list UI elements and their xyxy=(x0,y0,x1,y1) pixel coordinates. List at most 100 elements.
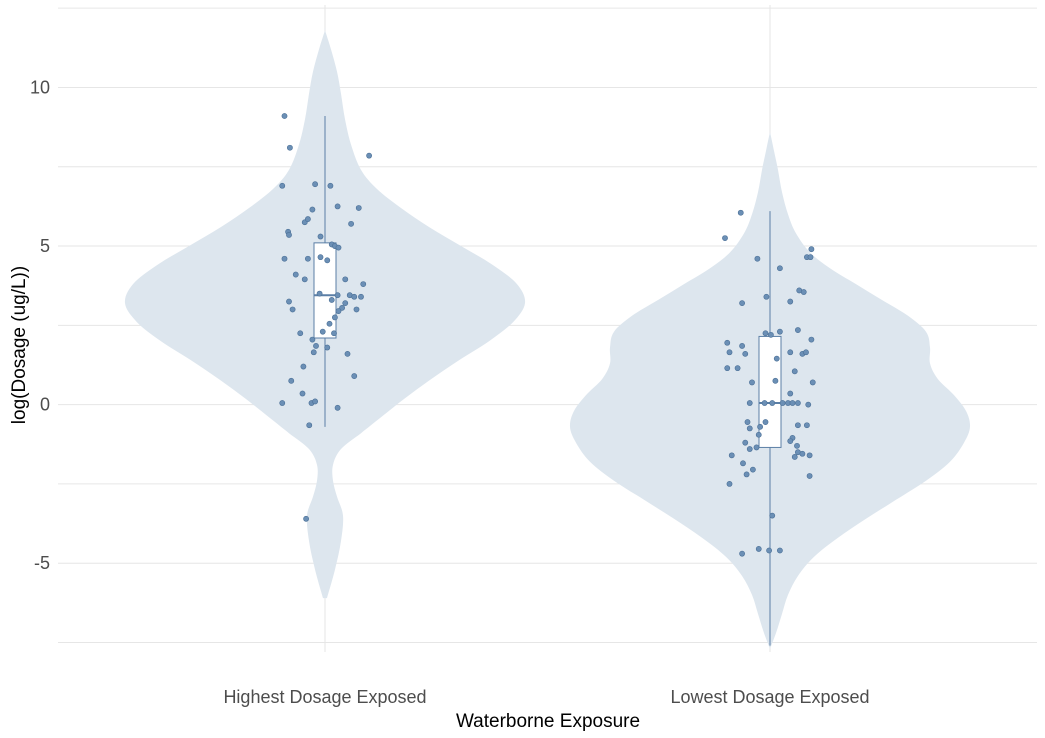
data-point xyxy=(324,344,331,351)
data-point xyxy=(799,450,806,457)
data-point xyxy=(800,289,807,295)
data-point xyxy=(787,390,794,397)
data-point xyxy=(309,206,316,213)
data-point xyxy=(726,349,733,356)
data-point xyxy=(795,327,801,333)
data-point xyxy=(804,422,810,429)
data-point xyxy=(292,271,299,278)
data-point xyxy=(808,336,815,343)
data-point xyxy=(773,355,780,362)
data-point xyxy=(746,425,753,432)
data-point xyxy=(724,365,731,372)
data-point xyxy=(324,257,331,264)
data-point xyxy=(726,481,733,487)
data-point xyxy=(342,300,349,307)
data-point xyxy=(809,379,816,386)
data-point xyxy=(803,349,809,356)
data-point xyxy=(791,368,798,375)
data-point xyxy=(301,276,308,283)
data-point xyxy=(787,298,794,305)
jitter-points xyxy=(279,113,816,557)
data-point xyxy=(288,377,295,384)
data-point xyxy=(317,254,324,261)
data-point xyxy=(739,343,745,349)
data-point xyxy=(739,300,745,307)
data-point xyxy=(326,320,333,327)
data-point xyxy=(297,330,304,337)
data-point xyxy=(279,182,286,189)
data-point xyxy=(761,400,768,406)
data-point xyxy=(335,244,342,251)
data-point xyxy=(749,379,755,386)
data-point xyxy=(339,304,345,311)
data-point xyxy=(794,442,800,449)
data-point xyxy=(755,546,762,552)
data-point xyxy=(331,314,338,321)
data-point xyxy=(722,235,728,242)
data-point xyxy=(286,144,293,151)
data-point xyxy=(766,547,772,554)
data-point xyxy=(342,276,349,283)
data-point xyxy=(281,255,288,262)
data-point xyxy=(768,331,774,338)
data-point xyxy=(728,452,735,459)
x-tick-label: Lowest Dosage Exposed xyxy=(670,687,869,707)
data-point xyxy=(327,182,334,189)
data-point xyxy=(351,293,358,300)
data-point xyxy=(734,365,741,372)
data-point xyxy=(313,343,319,349)
y-axis-title: log(Dosage (ug/L)) xyxy=(9,266,30,424)
data-point xyxy=(316,290,323,297)
data-point xyxy=(286,298,292,305)
data-point xyxy=(795,400,801,406)
data-point xyxy=(281,113,288,119)
data-point xyxy=(360,281,367,287)
data-point xyxy=(762,419,769,425)
data-point xyxy=(787,349,794,356)
data-point xyxy=(344,350,351,357)
data-point xyxy=(777,547,783,554)
data-point xyxy=(769,512,776,519)
data-point xyxy=(334,292,341,299)
data-point xyxy=(753,444,760,451)
data-point xyxy=(348,220,354,227)
data-point xyxy=(777,328,783,335)
data-point xyxy=(743,471,750,478)
data-point xyxy=(772,377,779,384)
data-point xyxy=(806,473,813,479)
data-point xyxy=(755,431,762,438)
x-tick-label: Highest Dosage Exposed xyxy=(223,687,426,707)
data-point xyxy=(750,466,756,473)
data-point xyxy=(740,460,746,467)
y-tick-label: 10 xyxy=(30,77,50,97)
data-point xyxy=(789,400,796,406)
data-point xyxy=(746,446,753,452)
data-point xyxy=(777,265,783,272)
y-tick-label: 0 xyxy=(40,395,50,415)
data-point xyxy=(312,398,318,405)
data-point xyxy=(319,328,326,335)
data-point xyxy=(757,423,763,430)
data-point xyxy=(306,422,313,429)
data-point xyxy=(742,350,749,357)
data-point xyxy=(335,308,342,314)
data-point xyxy=(317,233,324,240)
data-point xyxy=(310,349,317,356)
data-point xyxy=(754,255,761,262)
data-point xyxy=(334,404,341,411)
box-iqr-2 xyxy=(758,335,782,448)
data-point xyxy=(286,232,292,238)
data-point xyxy=(279,400,286,406)
data-point xyxy=(808,246,815,253)
data-point xyxy=(358,293,364,300)
data-point xyxy=(763,293,770,300)
data-point xyxy=(807,254,814,261)
data-point xyxy=(795,422,801,429)
data-point xyxy=(737,209,744,216)
box-iqr-1 xyxy=(313,242,337,339)
data-point xyxy=(304,255,311,262)
data-point xyxy=(304,216,311,222)
data-point xyxy=(300,363,307,370)
data-point xyxy=(299,390,306,397)
data-point xyxy=(805,401,812,408)
